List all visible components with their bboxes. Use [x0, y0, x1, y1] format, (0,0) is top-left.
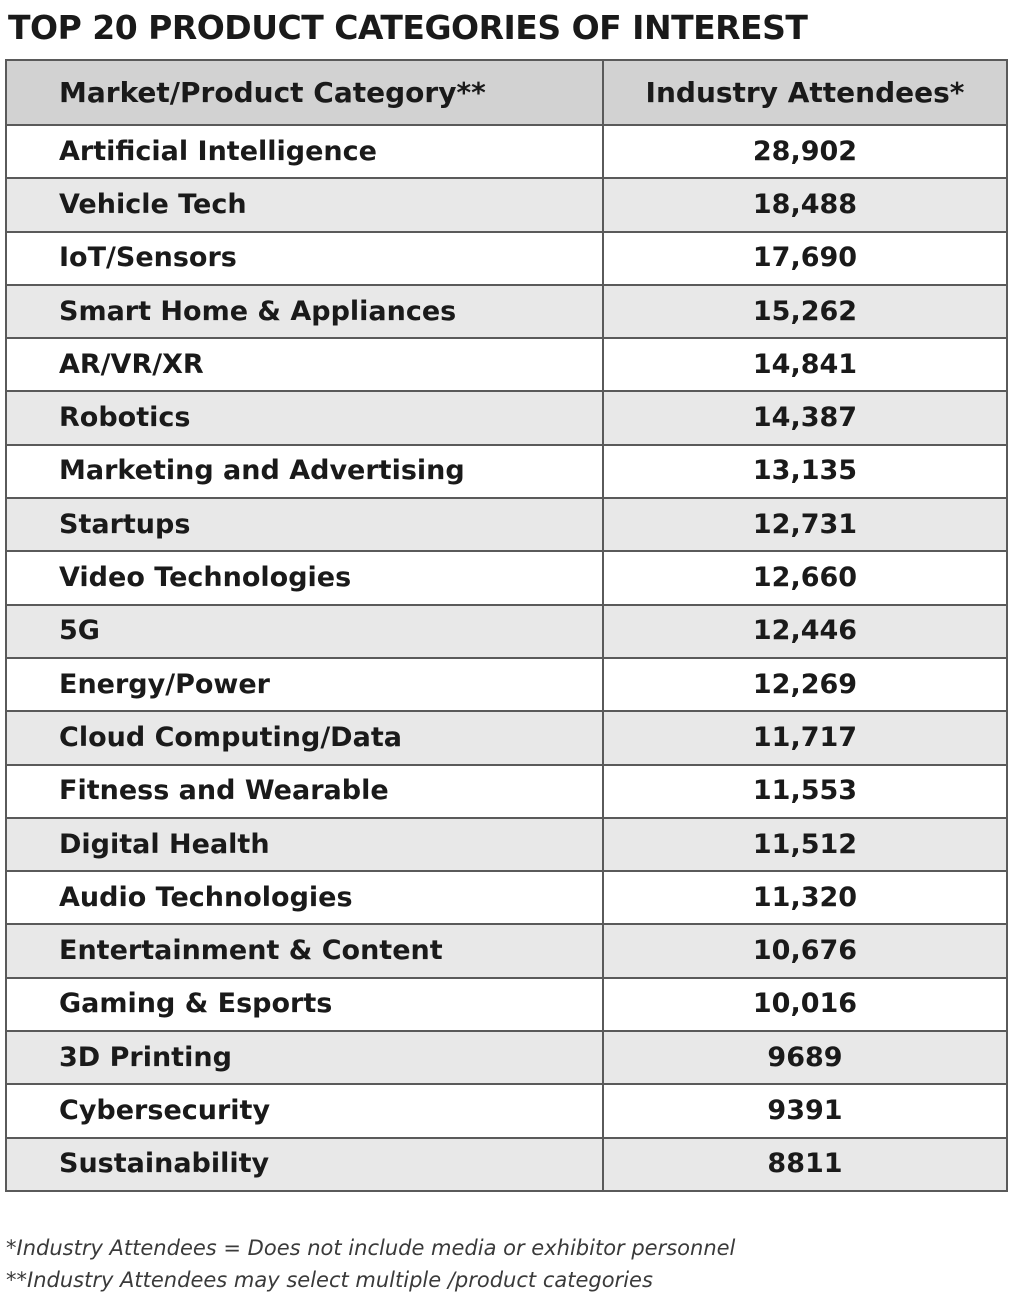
category-cell: Gaming & Esports: [5, 976, 604, 1033]
category-cell: Fitness and Wearable: [5, 763, 604, 819]
category-cell: Digital Health: [5, 816, 604, 873]
attendees-cell: 28,902: [602, 123, 1008, 180]
category-cell: Marketing and Advertising: [5, 443, 604, 500]
attendees-cell: 9391: [602, 1083, 1008, 1139]
category-cell: Startups: [5, 497, 604, 553]
table-row: Gaming & Esports 10,016: [5, 976, 1008, 1033]
table-row: Vehicle Tech 18,488: [5, 177, 1008, 233]
category-cell: Cybersecurity: [5, 1083, 604, 1139]
table-row: Video Technologies 12,660: [5, 550, 1008, 606]
table-header: Market/Product Category** Industry Atten…: [5, 59, 1008, 126]
category-cell: IoT/Sensors: [5, 230, 604, 286]
table-row: Marketing and Advertising 13,135: [5, 443, 1008, 500]
category-cell: AR/VR/XR: [5, 337, 604, 393]
category-cell: Artificial Intelligence: [5, 123, 604, 180]
table-header-row: Market/Product Category** Industry Atten…: [5, 59, 1008, 126]
column-header-attendees: Industry Attendees*: [602, 59, 1008, 126]
category-cell: Energy/Power: [5, 656, 604, 713]
table-row: Cloud Computing/Data 11,717: [5, 710, 1008, 766]
category-cell: Smart Home & Appliances: [5, 283, 604, 340]
category-cell: Audio Technologies: [5, 870, 604, 926]
category-cell: Vehicle Tech: [5, 177, 604, 233]
table-row: Energy/Power 12,269: [5, 656, 1008, 713]
table-row: Fitness and Wearable 11,553: [5, 763, 1008, 819]
attendees-cell: 14,841: [602, 337, 1008, 393]
table-row: Cybersecurity 9391: [5, 1083, 1008, 1139]
table-row: Sustainability 8811: [5, 1136, 1008, 1192]
attendees-cell: 17,690: [602, 230, 1008, 286]
table-row: Entertainment & Content 10,676: [5, 923, 1008, 979]
table-row: Digital Health 11,512: [5, 816, 1008, 873]
table-row: Robotics 14,387: [5, 390, 1008, 446]
attendees-cell: 11,512: [602, 816, 1008, 873]
attendees-cell: 11,717: [602, 710, 1008, 766]
attendees-cell: 10,676: [602, 923, 1008, 979]
attendees-cell: 14,387: [602, 390, 1008, 446]
attendees-cell: 10,016: [602, 976, 1008, 1033]
table-row: Artificial Intelligence 28,902: [5, 123, 1008, 180]
attendees-cell: 13,135: [602, 443, 1008, 500]
table-row: 3D Printing 9689: [5, 1030, 1008, 1086]
attendees-cell: 11,553: [602, 763, 1008, 819]
attendees-cell: 11,320: [602, 870, 1008, 926]
table-row: AR/VR/XR 14,841: [5, 337, 1008, 393]
table-row: Startups 12,731: [5, 497, 1008, 553]
attendees-cell: 18,488: [602, 177, 1008, 233]
table-row: Audio Technologies 11,320: [5, 870, 1008, 926]
category-cell: Sustainability: [5, 1136, 604, 1192]
category-cell: Video Technologies: [5, 550, 604, 606]
attendees-cell: 12,269: [602, 656, 1008, 713]
page-title: TOP 20 PRODUCT CATEGORIES OF INTEREST: [8, 8, 808, 47]
footnote-attendees-definition: *Industry Attendees = Does not include m…: [6, 1236, 736, 1260]
attendees-cell: 12,660: [602, 550, 1008, 606]
attendees-cell: 8811: [602, 1136, 1008, 1192]
category-cell: Entertainment & Content: [5, 923, 604, 979]
category-cell: Robotics: [5, 390, 604, 446]
table-row: IoT/Sensors 17,690: [5, 230, 1008, 286]
attendees-cell: 15,262: [602, 283, 1008, 340]
table-row: 5G 12,446: [5, 603, 1008, 659]
category-cell: Cloud Computing/Data: [5, 710, 604, 766]
attendees-cell: 9689: [602, 1030, 1008, 1086]
category-cell: 3D Printing: [5, 1030, 604, 1086]
table-body: Artificial Intelligence 28,902 Vehicle T…: [5, 123, 1008, 1192]
footnote-multiple-categories: **Industry Attendees may select multiple…: [6, 1268, 653, 1292]
categories-table: Market/Product Category** Industry Atten…: [5, 59, 1008, 1192]
attendees-cell: 12,731: [602, 497, 1008, 553]
category-cell: 5G: [5, 603, 604, 659]
column-header-category: Market/Product Category**: [5, 59, 604, 126]
attendees-cell: 12,446: [602, 603, 1008, 659]
table-row: Smart Home & Appliances 15,262: [5, 283, 1008, 340]
